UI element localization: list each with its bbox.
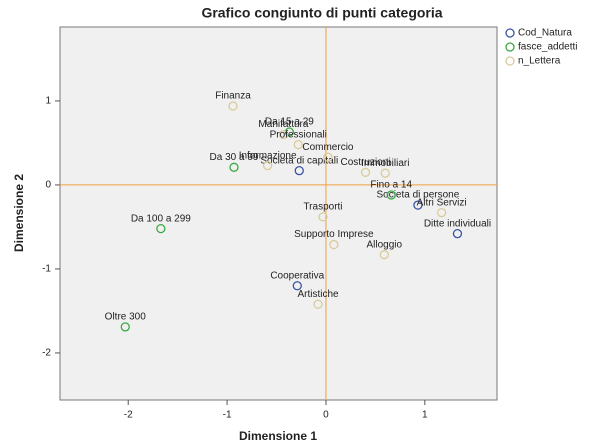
point: [413, 200, 423, 210]
point-label: Artistiche: [297, 289, 339, 300]
plot-area: [59, 26, 498, 401]
x-tick-label: -1: [223, 410, 232, 421]
point-label: Manifattura: [258, 119, 308, 130]
point: [318, 212, 328, 222]
legend-label: n_Lettera: [518, 56, 561, 67]
point: [262, 160, 273, 171]
point: [379, 250, 389, 260]
y-tick-label: 1: [45, 96, 51, 107]
point: [436, 208, 447, 218]
legend-label: Cod_Natura: [518, 28, 572, 39]
x-tick-label: -2: [124, 410, 133, 421]
point: [229, 162, 239, 172]
point-label: Altri Servizi: [417, 197, 467, 208]
y-tick-label: 0: [45, 180, 51, 191]
point: [294, 166, 304, 176]
point-label: Fino a 14: [370, 180, 412, 191]
y-tick-label: -1: [42, 264, 51, 275]
point-label: Costruzioni: [340, 157, 390, 168]
x-axis-label: Dimensione 1: [239, 429, 317, 443]
point-label: Informazione: [239, 150, 297, 161]
point-label: Oltre 300: [105, 312, 147, 323]
point-label: Da 30 a 99: [210, 152, 259, 163]
y-axis-label: Dimensione 2: [12, 174, 26, 252]
point: [313, 299, 323, 309]
point: [292, 281, 302, 291]
point: [323, 152, 333, 162]
point-label: Commercio: [302, 142, 354, 153]
x-tick-label: 0: [323, 410, 329, 421]
y-tick-label: -2: [42, 348, 51, 359]
legend-label: fasce_addetti: [518, 42, 578, 53]
legend-marker: [505, 42, 515, 52]
point-label: Cooperativa: [270, 270, 324, 281]
point: [293, 139, 303, 150]
point-label: Societa di persone: [376, 190, 459, 201]
point-label: Trasporti: [303, 202, 342, 213]
point-label: Alloggio: [366, 239, 402, 250]
point: [360, 167, 371, 177]
point: [284, 127, 295, 137]
point: [120, 322, 130, 332]
legend-marker: [505, 28, 515, 38]
point-label: Da 100 a 299: [131, 213, 191, 224]
chart-title: Grafico congiunto di punti categoria: [201, 5, 442, 21]
point-label: Professionali: [270, 129, 327, 140]
point: [278, 129, 289, 140]
point: [380, 168, 390, 178]
point: [452, 229, 463, 239]
point-label: Supporto Imprese: [294, 229, 374, 240]
point-label: Ditte individuali: [424, 218, 491, 229]
point-label: Immobiliari: [361, 158, 409, 169]
point-label: Societa di capitali: [260, 155, 338, 166]
point-label: Finanza: [215, 91, 251, 102]
x-tick-label: 1: [422, 410, 428, 421]
point: [329, 239, 339, 250]
point-label: Da 15 a 29: [265, 117, 314, 128]
point: [228, 101, 238, 111]
point: [386, 190, 396, 200]
point: [156, 223, 166, 234]
legend-marker: [505, 56, 515, 66]
